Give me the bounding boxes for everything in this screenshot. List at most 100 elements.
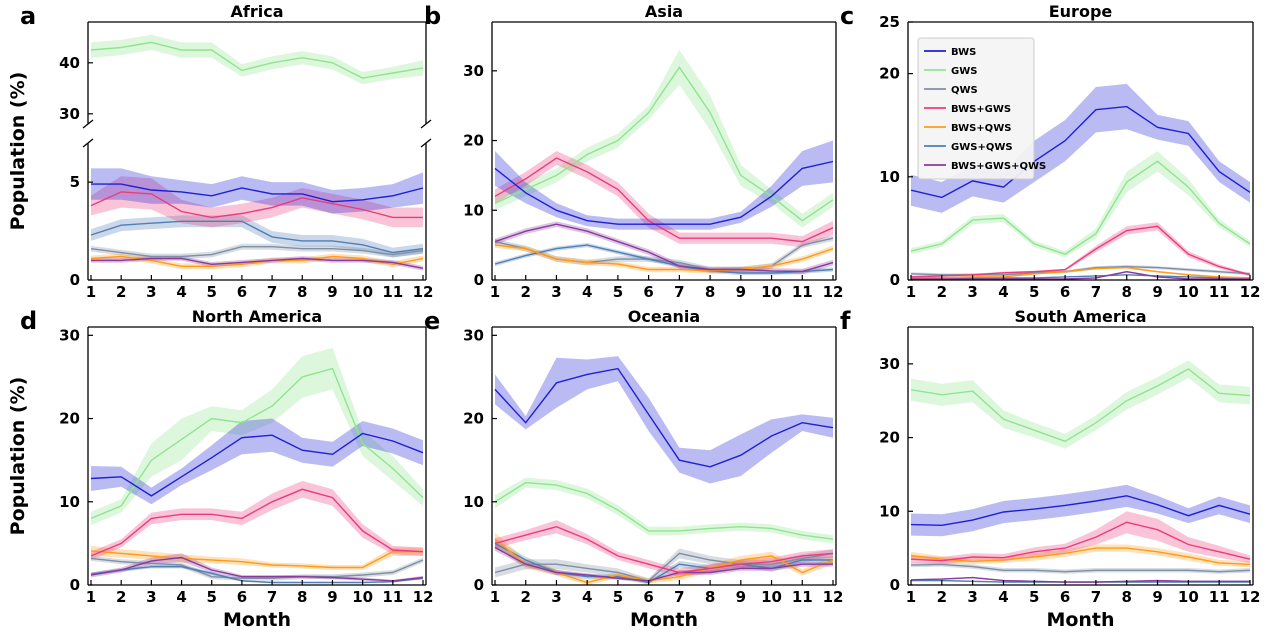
line-bws bbox=[494, 160, 834, 225]
panel-title: Europe bbox=[1049, 2, 1113, 21]
y-tick-label: 0 bbox=[890, 271, 900, 289]
line-gws-qws bbox=[90, 566, 424, 584]
x-tick-label: 2 bbox=[116, 283, 126, 301]
y-tick-label: 0 bbox=[70, 271, 80, 289]
line-gws bbox=[90, 367, 424, 520]
x-tick-label: 4 bbox=[176, 588, 186, 606]
line-gws bbox=[910, 160, 1251, 255]
x-tick-label: 8 bbox=[297, 588, 307, 606]
line-bws-gws-qws bbox=[911, 270, 1250, 280]
y-tick-label: 10 bbox=[59, 493, 80, 511]
band-qws bbox=[495, 235, 833, 273]
x-tick-label: 11 bbox=[792, 283, 813, 301]
panel-title: Oceania bbox=[628, 307, 700, 326]
legend-box bbox=[917, 37, 1035, 180]
line-bws-qws bbox=[911, 266, 1251, 279]
panel-letter: a bbox=[20, 2, 36, 30]
line-bws bbox=[910, 105, 1251, 199]
panel-title: South America bbox=[1014, 307, 1146, 326]
x-tick-label: 4 bbox=[582, 283, 592, 301]
x-tick-label: 6 bbox=[1060, 588, 1070, 606]
x-tick-label: 6 bbox=[237, 283, 247, 301]
band-qws bbox=[495, 548, 833, 584]
x-tick-label: 5 bbox=[207, 588, 217, 606]
line-bws-gws-qws bbox=[494, 546, 833, 582]
x-tick-label: 3 bbox=[551, 283, 561, 301]
line-bws-gws-qws bbox=[910, 576, 1250, 583]
x-tick-label: 5 bbox=[1029, 283, 1039, 301]
band-bws-qws bbox=[495, 532, 833, 585]
x-tick-label: 3 bbox=[551, 588, 561, 606]
line-bws-gws bbox=[494, 525, 834, 574]
line-bws bbox=[494, 367, 834, 468]
line-bws-qws bbox=[910, 547, 1251, 566]
panel-letter: c bbox=[840, 2, 854, 30]
line-gws-qws bbox=[90, 220, 424, 254]
x-tick-label: 4 bbox=[176, 283, 186, 301]
legend-label-qws: QWS bbox=[951, 85, 978, 96]
band-bws-gws-qws bbox=[91, 553, 423, 582]
x-tick-label: 9 bbox=[736, 588, 746, 606]
line-bws bbox=[910, 495, 1251, 527]
x-tick-label: 1 bbox=[490, 283, 500, 301]
y-tick-label: 30 bbox=[463, 62, 484, 80]
x-tick-label: 9 bbox=[327, 283, 337, 301]
x-tick-label: 6 bbox=[643, 588, 653, 606]
band-bws-gws bbox=[911, 222, 1250, 278]
x-tick-label: 9 bbox=[736, 283, 746, 301]
x-tick-label: 8 bbox=[1122, 283, 1132, 301]
band-bws-qws bbox=[911, 544, 1250, 568]
y-tick-label: 5 bbox=[70, 173, 80, 191]
x-tick-label: 5 bbox=[1029, 588, 1039, 606]
y-tick-label: 0 bbox=[890, 576, 900, 594]
line-bws-gws bbox=[90, 488, 424, 557]
x-tick-label: 12 bbox=[1240, 283, 1261, 301]
x-tick-label: 10 bbox=[761, 588, 782, 606]
axis-break-mark bbox=[82, 119, 94, 129]
band-bws-gws bbox=[91, 481, 423, 560]
legend: BWS GWS QWS BWS+GWS BWS+QWS GWS+QWS BWS+GWS+QW… bbox=[917, 37, 1046, 180]
line-qws bbox=[494, 552, 834, 582]
line-bws-gws bbox=[910, 521, 1251, 562]
x-tick-label: 10 bbox=[761, 283, 782, 301]
x-tick-label: 8 bbox=[297, 283, 307, 301]
band-bws-qws bbox=[495, 242, 833, 274]
panel-title: Africa bbox=[231, 2, 284, 21]
y-tick-label: 0 bbox=[474, 576, 484, 594]
y-tick-label: 20 bbox=[463, 132, 484, 150]
band-bws-qws bbox=[91, 545, 423, 570]
x-tick-label: 2 bbox=[937, 588, 947, 606]
panel-title: North America bbox=[192, 307, 322, 326]
x-tick-label: 7 bbox=[1091, 283, 1101, 301]
x-tick-label: 8 bbox=[705, 588, 715, 606]
line-bws-gws bbox=[910, 225, 1251, 278]
legend-label-gws-qws: GWS+QWS bbox=[951, 142, 1013, 153]
line-gws bbox=[494, 66, 834, 222]
legend-label-gws: GWS bbox=[951, 66, 977, 77]
panel-title: Asia bbox=[645, 2, 683, 21]
y-tick-label: 20 bbox=[59, 410, 80, 428]
x-tick-label: 1 bbox=[86, 588, 96, 606]
x-axis-label: Month bbox=[223, 609, 291, 631]
y-tick-label: 25 bbox=[879, 13, 900, 31]
legend-label-bws-gws: BWS+GWS bbox=[951, 104, 1011, 115]
x-tick-label: 7 bbox=[674, 588, 684, 606]
band-bws bbox=[911, 484, 1250, 537]
x-tick-label: 9 bbox=[1152, 588, 1162, 606]
legend-label-bws-gws-qws: BWS+GWS+QWS bbox=[951, 161, 1046, 172]
line-gws bbox=[910, 368, 1251, 443]
legend-label-bws: BWS bbox=[951, 47, 976, 58]
x-tick-label: 11 bbox=[382, 588, 403, 606]
line-gws bbox=[90, 41, 424, 79]
band-bws-gws-qws bbox=[495, 221, 833, 275]
x-tick-label: 12 bbox=[1240, 588, 1261, 606]
band-bws-gws bbox=[495, 151, 833, 248]
band-gws-qws bbox=[495, 539, 833, 585]
x-tick-label: 2 bbox=[521, 588, 531, 606]
x-tick-label: 3 bbox=[967, 283, 977, 301]
